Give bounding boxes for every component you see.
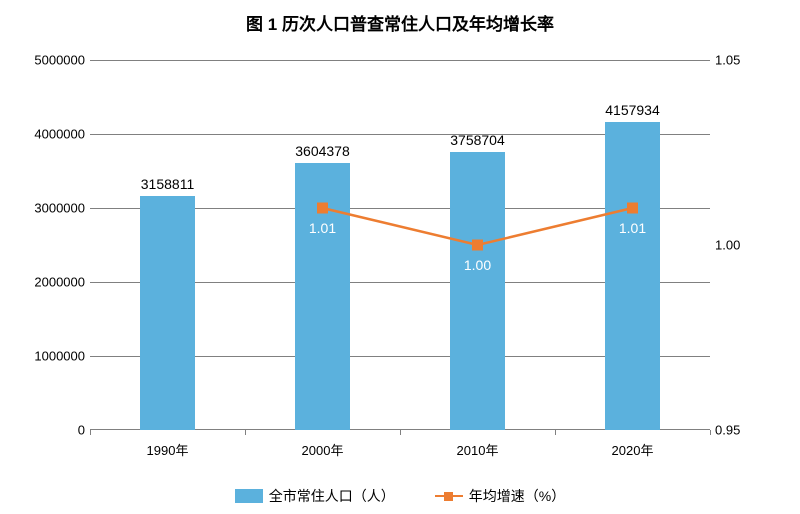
legend-swatch-line xyxy=(435,489,463,503)
legend: 全市常住人口（人） 年均增速（%） xyxy=(0,486,800,506)
bar-value-label: 3758704 xyxy=(450,132,505,148)
bar-value-label: 3604378 xyxy=(295,143,350,159)
legend-swatch-bar xyxy=(235,489,263,503)
bar-value-label: 3158811 xyxy=(141,176,194,192)
x-axis-label: 2000年 xyxy=(302,440,344,459)
x-tick-mark xyxy=(245,430,246,435)
legend-item: 年均增速（%） xyxy=(435,486,565,506)
bar-value-label: 4157934 xyxy=(605,102,660,118)
x-tick-mark xyxy=(400,430,401,435)
x-tick-mark xyxy=(555,430,556,435)
chart-container: 图 1 历次人口普查常住人口及年均增长率 全市常住人口（人） 年均增速（%） 0 1… xyxy=(0,0,800,514)
x-axis-label: 2010年 xyxy=(457,440,499,459)
y-right-tick-label: 1.00 xyxy=(715,238,775,253)
line-value-label: 1.00 xyxy=(464,257,491,273)
x-axis-label: 1990年 xyxy=(147,440,189,459)
legend-label: 全市常住人口（人） xyxy=(269,486,395,506)
x-tick-mark xyxy=(90,430,91,435)
line-value-label: 1.01 xyxy=(619,220,646,236)
y-left-tick-label: 0 xyxy=(5,423,85,438)
y-right-tick-label: 0.95 xyxy=(715,423,775,438)
y-right-tick-label: 1.05 xyxy=(715,53,775,68)
legend-label: 年均增速（%） xyxy=(469,486,565,506)
y-left-tick-label: 5000000 xyxy=(5,53,85,68)
y-left-tick-label: 4000000 xyxy=(5,127,85,142)
line-value-label: 1.01 xyxy=(309,220,336,236)
y-left-tick-label: 1000000 xyxy=(5,349,85,364)
x-axis-label: 2020年 xyxy=(612,440,654,459)
chart-title: 图 1 历次人口普查常住人口及年均增长率 xyxy=(0,10,800,35)
y-left-tick-label: 3000000 xyxy=(5,201,85,216)
y-left-tick-label: 2000000 xyxy=(5,275,85,290)
legend-item: 全市常住人口（人） xyxy=(235,486,395,506)
x-tick-mark xyxy=(710,430,711,435)
